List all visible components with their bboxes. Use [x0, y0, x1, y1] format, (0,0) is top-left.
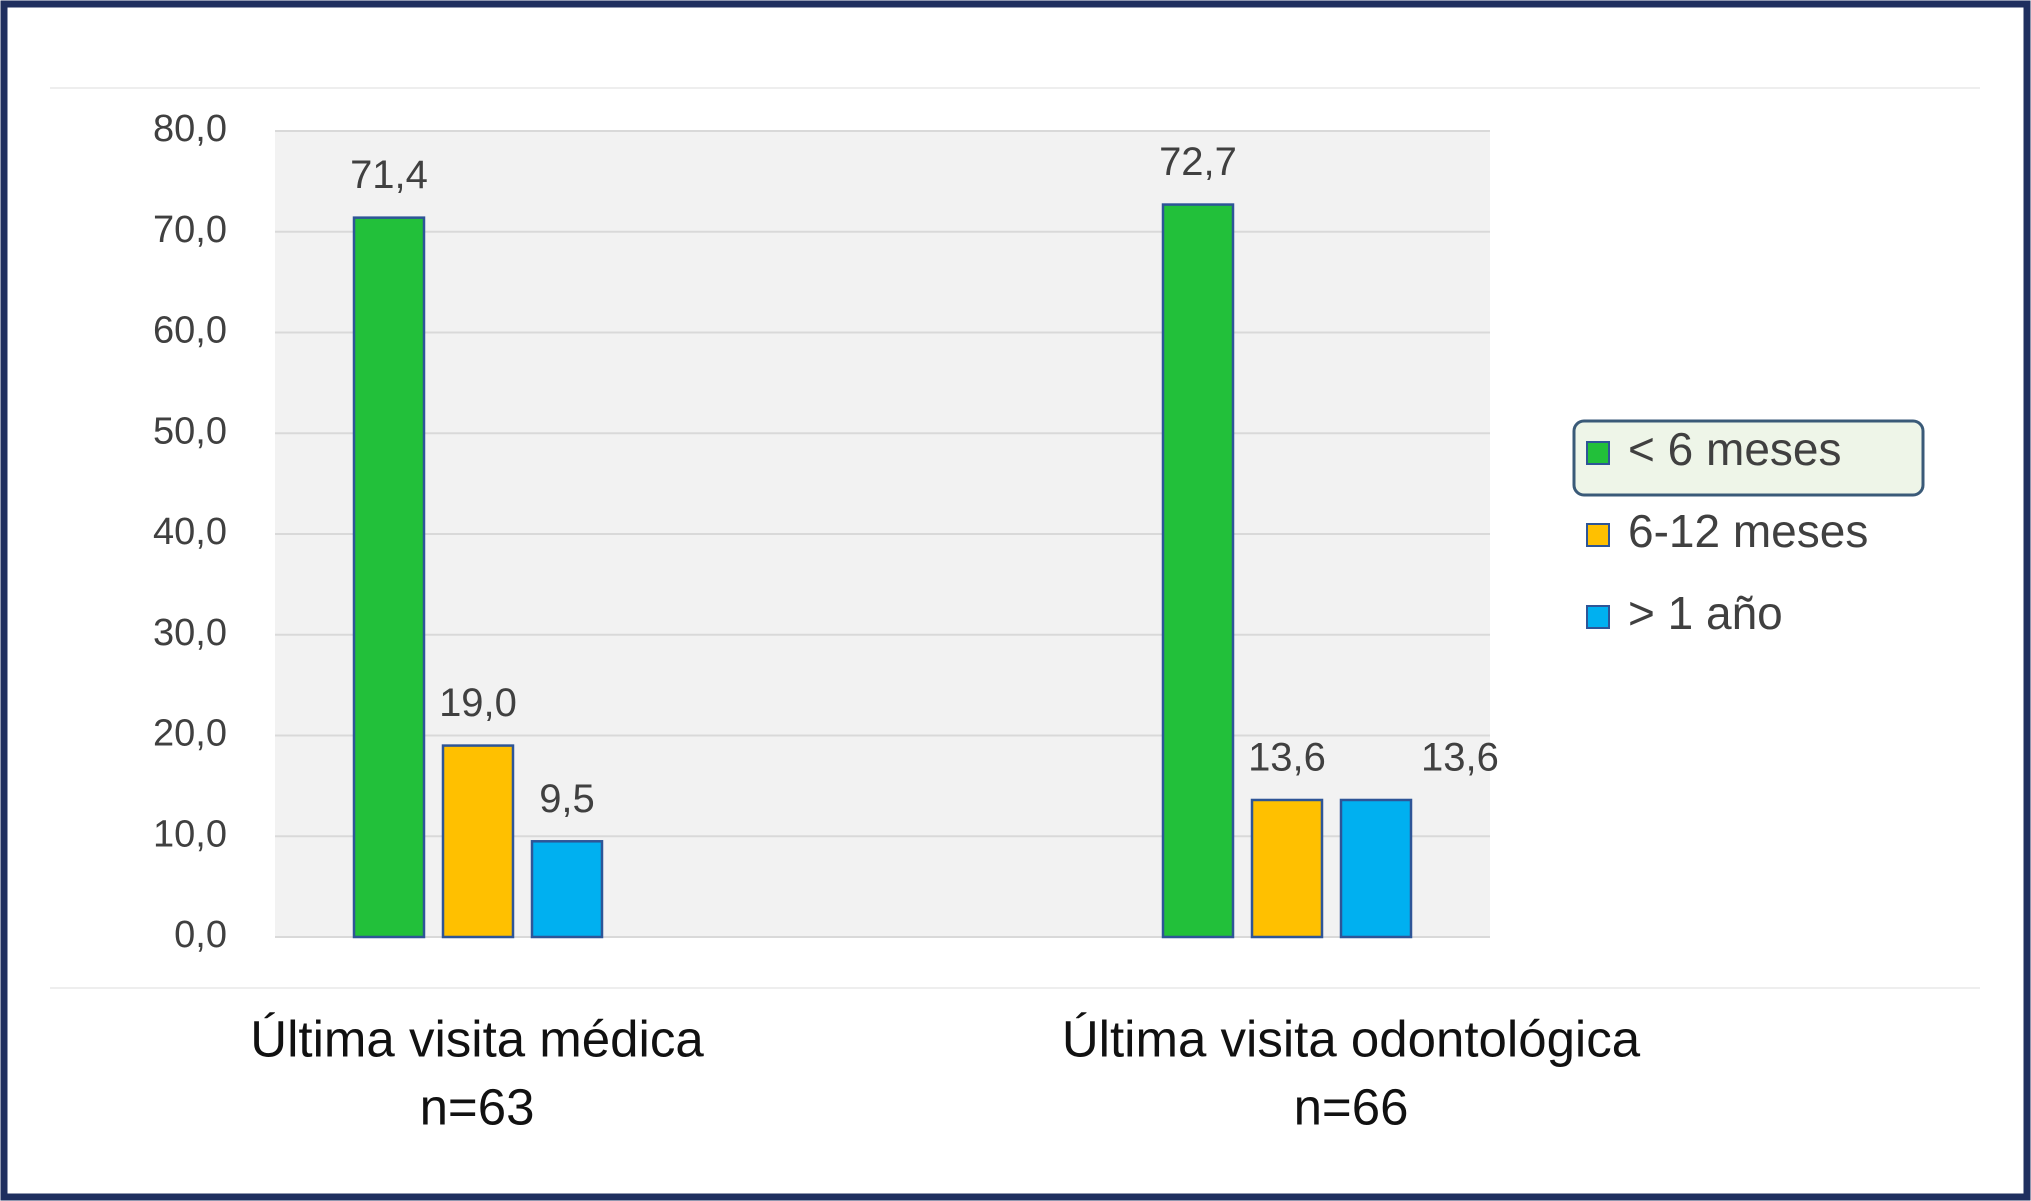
data-label: 72,7 — [1159, 140, 1237, 184]
legend-swatch — [1586, 441, 1610, 465]
data-label: 13,6 — [1248, 736, 1326, 780]
x-tick-note: n=66 — [1294, 1078, 1409, 1135]
x-tick-note: n=63 — [420, 1078, 535, 1135]
x-tick-label: Última visita médica — [250, 1010, 704, 1067]
y-tick-label: 50,0 — [153, 410, 227, 452]
x-tick-label: Última visita odontológica — [1062, 1010, 1641, 1067]
bar — [352, 216, 426, 939]
data-label: 71,4 — [350, 153, 428, 197]
legend-label: 6-12 meses — [1628, 505, 1868, 557]
y-tick-label: 80,0 — [153, 108, 227, 150]
data-label: 13,6 — [1421, 736, 1499, 780]
y-tick-label: 40,0 — [153, 511, 227, 553]
legend-highlight — [1572, 419, 1925, 497]
legend-label: < 6 meses — [1628, 423, 1842, 475]
data-label: 19,0 — [439, 681, 517, 725]
bar — [1161, 203, 1235, 939]
legend-swatch — [1586, 605, 1610, 629]
y-tick-label: 70,0 — [153, 209, 227, 251]
bar — [441, 744, 515, 939]
y-tick-label: 30,0 — [153, 612, 227, 654]
bar — [530, 840, 604, 939]
y-tick-label: 60,0 — [153, 310, 227, 352]
y-tick-label: 20,0 — [153, 713, 227, 755]
bar — [1250, 798, 1324, 939]
legend-label: > 1 año — [1628, 587, 1783, 639]
y-tick-label: 10,0 — [153, 813, 227, 855]
legend-swatch — [1586, 523, 1610, 547]
data-label: 9,5 — [539, 777, 595, 821]
y-tick-label: 0,0 — [174, 914, 227, 956]
bar — [1339, 798, 1413, 939]
